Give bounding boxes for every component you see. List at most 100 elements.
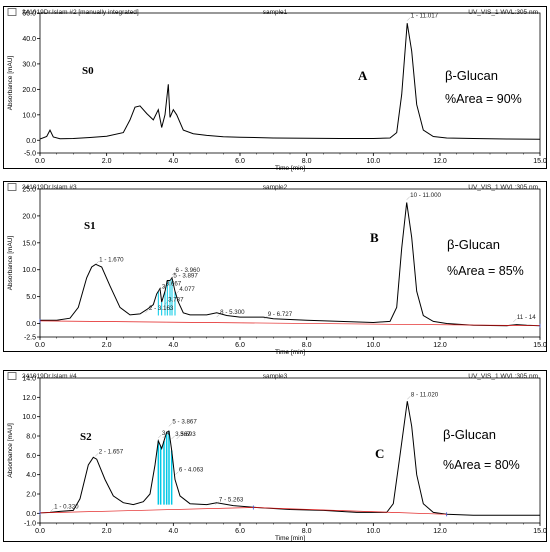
- y-tick-label: 10.0: [22, 112, 36, 119]
- y-tick-label: 30.0: [22, 61, 36, 68]
- y-axis-label: Absorbance [mAU]: [7, 56, 14, 111]
- peak-label: 11 - 14: [517, 314, 536, 321]
- peak-label: 2 - 1.657: [99, 448, 124, 455]
- x-tick-label: 0.0: [35, 528, 45, 535]
- peak-label: 8 - 5.300: [220, 309, 245, 316]
- x-tick-label: 0.0: [35, 342, 45, 349]
- panel-letter: B: [370, 230, 379, 245]
- y-tick-label: 10.0: [22, 267, 36, 274]
- peak-label: 1 - 11.017: [411, 13, 439, 20]
- y-tick-label: 25.0: [22, 187, 36, 194]
- peak-label: 3.693: [180, 431, 196, 438]
- peak-label-leader: [176, 435, 180, 440]
- peak-label-leader: [215, 501, 219, 505]
- peak-label-leader: [95, 453, 99, 457]
- y-tick-label: 5.0: [26, 294, 36, 301]
- peak-label-leader: [171, 435, 175, 440]
- y-tick-label: 4.0: [26, 472, 36, 479]
- x-tick-label: 0.0: [35, 158, 45, 165]
- compound-name: β-Glucan: [445, 68, 498, 83]
- panel-frame: [3, 370, 547, 542]
- x-axis-label: Time [min]: [275, 165, 305, 172]
- x-tick-label: 6.0: [235, 158, 245, 165]
- x-tick-label: 10.0: [367, 528, 381, 535]
- area-percent-label: %Area = 80%: [443, 458, 520, 472]
- chart-icon: [7, 8, 17, 16]
- x-tick-label: 6.0: [235, 342, 245, 349]
- x-tick-label: 15.0: [533, 528, 547, 535]
- y-tick-label: 50.0: [22, 11, 36, 18]
- y-tick-label: 20.0: [22, 87, 36, 94]
- peak-label-leader: [95, 261, 99, 265]
- baseline-line: [40, 320, 540, 327]
- area-percent-label: %Area = 85%: [447, 264, 524, 278]
- x-tick-label: 8.0: [302, 528, 312, 535]
- x-tick-label: 4.0: [168, 528, 178, 535]
- x-tick-label: 4.0: [168, 342, 178, 349]
- x-tick-label: 15.0: [533, 158, 547, 165]
- peak-label: 8 - 11.020: [411, 391, 439, 398]
- y-tick-label: 8.0: [26, 434, 36, 441]
- x-axis-label: Time [min]: [275, 535, 305, 542]
- y-tick-label: 12.0: [22, 395, 36, 402]
- peak-label: 1 - 0.320: [54, 503, 79, 510]
- x-tick-label: 8.0: [302, 158, 312, 165]
- x-tick-label: 12.0: [433, 342, 447, 349]
- peak-label-leader: [513, 318, 517, 323]
- peak-label: 3.667: [166, 281, 182, 288]
- chromatogram-trace: [40, 202, 540, 327]
- header-detector: UV_VIS_1 WVL:305 nm: [468, 9, 538, 16]
- x-tick-label: 2.0: [102, 342, 112, 349]
- peak-label-leader: [216, 313, 220, 318]
- y-tick-label: 0.0: [26, 511, 36, 518]
- peak-label: 10 - 11.000: [410, 192, 441, 199]
- x-axis-label: Time [min]: [275, 349, 305, 356]
- header-sample-name: sample1: [263, 9, 288, 16]
- peak-label-leader: [164, 301, 168, 305]
- header-file-name: 241019Dr.Islam #2 [manually integrated]: [22, 9, 139, 16]
- panel-letter: A: [358, 68, 368, 83]
- y-tick-label: 20.0: [22, 213, 36, 220]
- peak-label-leader: [162, 285, 166, 289]
- y-tick-label: 10.0: [22, 414, 36, 421]
- header-file-name: 241019Dr.Islam #4: [22, 373, 77, 380]
- y-tick-label: 2.0: [26, 492, 36, 499]
- chromatogram-trace: [40, 401, 540, 516]
- x-tick-label: 12.0: [433, 528, 447, 535]
- x-tick-label: 2.0: [102, 528, 112, 535]
- peak-label: 4.077: [179, 286, 195, 293]
- peak-label-leader: [158, 288, 162, 292]
- peak-label-leader: [171, 271, 176, 276]
- x-tick-label: 4.0: [168, 158, 178, 165]
- y-tick-label: 15.0: [22, 240, 36, 247]
- y-axis-label: Absorbance [mAU]: [7, 423, 14, 478]
- peak-label-leader: [407, 396, 411, 400]
- sample-label: S1: [84, 220, 96, 232]
- y-tick-label: 40.0: [22, 36, 36, 43]
- header-detector: UV_VIS_1 WVL:305 nm: [468, 184, 538, 191]
- peak-label: 4: [166, 430, 170, 437]
- peak-label: 6 - 4.063: [179, 467, 204, 474]
- chromatogram-panel-2: 241019Dr.Islam #3 sample2 UV_VIS_1 WVL:305…: [3, 181, 547, 356]
- chromatogram-panel-3: 241019Dr.Islam #4 sample3 UV_VIS_1 WVL:305…: [3, 370, 547, 542]
- chart-icon: [7, 372, 17, 380]
- header-detector: UV_VIS_1 WVL:305 nm: [468, 373, 538, 380]
- peak-label-leader: [50, 508, 54, 512]
- peak-label-leader: [407, 17, 411, 21]
- panel-letter: C: [375, 446, 384, 461]
- y-axis-label: Absorbance [mAU]: [7, 236, 14, 291]
- peak-label: 7 - 5.263: [219, 497, 244, 504]
- peak-label: 3.737: [168, 297, 184, 304]
- panel-frame: [3, 6, 547, 169]
- peak-label-leader: [169, 277, 174, 281]
- y-tick-label: 14.0: [22, 376, 36, 383]
- peak-label-leader: [175, 471, 179, 475]
- y-tick-label: -1.0: [24, 521, 36, 528]
- x-tick-label: 10.0: [367, 342, 381, 349]
- peak-label: 3.567: [175, 431, 191, 438]
- sample-label: S0: [82, 65, 94, 77]
- x-tick-label: 2.0: [102, 158, 112, 165]
- peak-label-leader: [406, 196, 410, 200]
- peak-label-leader: [175, 290, 180, 295]
- x-tick-label: 6.0: [235, 528, 245, 535]
